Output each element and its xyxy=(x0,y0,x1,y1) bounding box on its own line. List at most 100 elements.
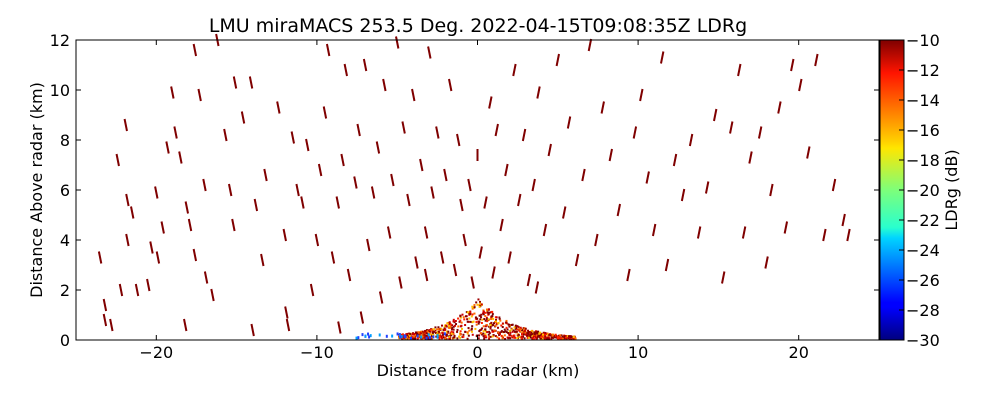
cluster-cell xyxy=(473,304,476,307)
cluster-cell xyxy=(522,333,525,336)
cluster-cell xyxy=(441,331,444,334)
data-point xyxy=(165,141,170,154)
cluster-cell xyxy=(558,336,561,339)
cluster-cell xyxy=(450,334,453,337)
data-point xyxy=(192,43,198,57)
cluster-cell xyxy=(507,332,510,335)
cluster-cell xyxy=(466,337,469,340)
cluster-cell xyxy=(445,333,448,336)
cluster-cell xyxy=(484,333,487,336)
cluster-cell xyxy=(517,326,520,329)
cluster-cell xyxy=(459,315,462,318)
data-point xyxy=(769,183,774,197)
cluster-cell xyxy=(561,337,564,340)
cluster-cell xyxy=(428,332,431,335)
cluster-cell xyxy=(418,331,421,334)
cluster-cell xyxy=(533,331,536,334)
data-point xyxy=(115,153,120,167)
cluster-cell xyxy=(507,333,510,336)
colorbar-tick-label: −14 xyxy=(906,91,940,110)
cluster-cell xyxy=(501,326,504,329)
cluster-cell xyxy=(496,336,499,339)
cluster-cell xyxy=(536,331,539,334)
cluster-cell xyxy=(491,324,494,327)
cluster-cell xyxy=(485,316,488,319)
cluster-cell xyxy=(461,313,464,316)
cluster-cell xyxy=(530,329,533,332)
cluster-cell xyxy=(425,329,428,332)
cluster-cell xyxy=(444,337,447,340)
cluster-cell-low xyxy=(400,335,403,339)
cluster-cell xyxy=(518,328,521,331)
data-point xyxy=(512,63,517,77)
cluster-cell xyxy=(514,325,517,328)
cluster-cell-low xyxy=(432,335,435,339)
plot-frame xyxy=(76,40,879,340)
cluster-cell xyxy=(452,320,455,323)
cluster-cell xyxy=(453,336,456,339)
cluster-cell xyxy=(441,334,444,337)
cluster-cell xyxy=(559,334,562,337)
cluster-cell xyxy=(475,301,478,304)
cluster-cell xyxy=(569,337,572,340)
data-point xyxy=(499,218,504,232)
cluster-cell xyxy=(483,334,486,337)
data-point xyxy=(197,88,202,102)
cluster-cell xyxy=(541,337,544,340)
cluster-cell xyxy=(471,305,474,308)
data-point xyxy=(370,186,376,199)
cluster-cell-low xyxy=(404,335,407,339)
cluster-cell xyxy=(558,334,561,337)
cluster-cell xyxy=(481,327,484,330)
cluster-cell xyxy=(443,325,446,328)
cluster-cell xyxy=(524,327,527,330)
cluster-cell xyxy=(408,337,411,340)
cluster-cell xyxy=(574,337,577,340)
cluster-cell xyxy=(431,337,434,340)
cluster-cell xyxy=(469,320,472,323)
cluster-cell xyxy=(450,332,453,335)
cluster-cell xyxy=(429,329,432,332)
cluster-cell xyxy=(524,331,527,334)
cluster-cell xyxy=(459,333,462,336)
data-point xyxy=(231,218,236,232)
cluster-cell xyxy=(454,320,457,323)
colorbar-tick-label: −16 xyxy=(906,121,940,140)
cluster-cell xyxy=(511,330,514,333)
cluster-cell xyxy=(543,337,546,340)
cluster-cell xyxy=(447,326,450,329)
cluster-cell xyxy=(447,330,450,333)
data-point xyxy=(435,126,440,139)
cluster-cell xyxy=(434,326,437,329)
data-point xyxy=(448,78,453,92)
cluster-cell-low xyxy=(364,334,367,338)
cluster-cell xyxy=(552,333,555,336)
data-point xyxy=(531,178,536,192)
cluster-cell xyxy=(533,332,536,335)
cluster-cell xyxy=(452,325,455,328)
data-point xyxy=(846,228,851,242)
cluster-cell xyxy=(523,337,526,340)
cluster-cell xyxy=(430,334,433,337)
cluster-cell xyxy=(507,337,510,340)
data-point xyxy=(608,148,613,162)
cluster-cell xyxy=(474,327,477,330)
data-point xyxy=(210,288,215,302)
cluster-cell xyxy=(486,331,489,334)
data-point xyxy=(494,123,499,137)
cluster-cell xyxy=(466,311,469,314)
colorbar-tick-label: −28 xyxy=(906,301,940,320)
cluster-cell xyxy=(512,336,515,339)
cluster-cell xyxy=(488,335,491,338)
cluster-cell xyxy=(567,335,570,338)
data-point xyxy=(386,226,392,239)
cluster-cell xyxy=(500,334,503,337)
data-point xyxy=(178,151,183,164)
cluster-cell xyxy=(412,333,415,336)
cluster-cell xyxy=(491,315,494,318)
data-point xyxy=(574,253,580,267)
cluster-cell xyxy=(456,328,459,331)
cluster-cell xyxy=(490,317,493,320)
cluster-cell xyxy=(492,322,495,325)
cluster-cell xyxy=(483,337,486,340)
